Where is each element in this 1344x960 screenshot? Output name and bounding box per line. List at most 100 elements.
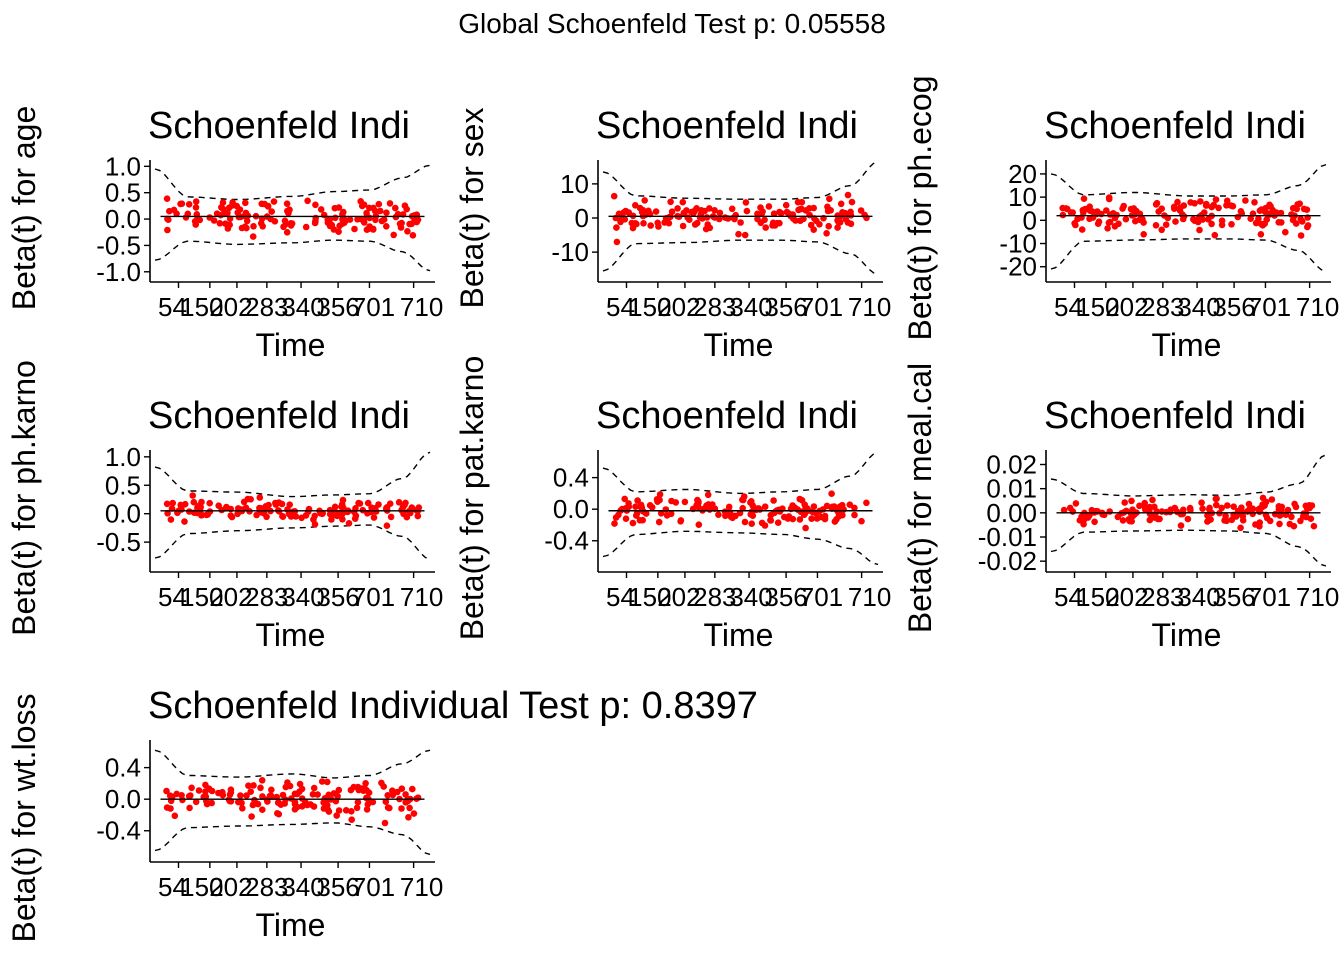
residual-point [382, 798, 390, 805]
residual-point [363, 806, 371, 813]
residual-point [656, 496, 663, 504]
residual-point [166, 792, 174, 799]
residual-point [1256, 207, 1264, 214]
lower-band [1050, 238, 1327, 273]
panel-6: Schoenfeld Individual Test p: 0.8397 Beta… [6, 685, 758, 943]
residual-point [324, 778, 331, 786]
x-tick-label: 202 [209, 582, 252, 612]
residual-point [1213, 501, 1220, 509]
residual-point [1256, 519, 1263, 526]
residual-point [858, 517, 865, 525]
y-axis-label: Beta(t) for ph.karno [6, 360, 42, 636]
residual-point [370, 514, 378, 521]
residual-point [1180, 506, 1187, 514]
residual-point [348, 808, 355, 815]
residual-point [1172, 218, 1179, 225]
residual-point [1239, 517, 1247, 524]
y-tick-label: 0.0 [105, 784, 141, 814]
residual-point [668, 208, 676, 215]
residual-point [863, 499, 870, 507]
residual-point [190, 498, 198, 506]
residual-point [227, 786, 235, 793]
residual-point [722, 512, 729, 520]
residual-point [1205, 216, 1212, 223]
y-tick-label: -1.0 [96, 257, 141, 287]
panel-title: Schoenfeld Individual Test p: 0.8397 [148, 685, 758, 727]
residual-point [394, 788, 401, 796]
y-tick-label: 0.5 [105, 178, 141, 208]
residual-point [1091, 518, 1098, 526]
residual-point [354, 798, 362, 806]
residual-point [794, 506, 801, 513]
residual-point [629, 224, 637, 232]
x-tick-label: 356 [764, 582, 807, 612]
residual-point [350, 508, 358, 516]
residual-point [683, 207, 690, 214]
y-tick-label: 0.01 [986, 474, 1037, 504]
residual-point [249, 233, 257, 240]
residual-point [767, 517, 775, 524]
residual-point [1306, 504, 1313, 512]
x-tick-label: 340 [281, 582, 324, 612]
x-tick-label: 710 [1296, 292, 1339, 322]
residual-point [1199, 505, 1206, 512]
residual-point [1128, 497, 1135, 505]
residual-point [1106, 508, 1113, 515]
residual-point [332, 214, 339, 222]
residual-point [1152, 222, 1160, 229]
residual-point [414, 794, 422, 801]
residual-point [1072, 500, 1080, 507]
residual-point [613, 238, 621, 246]
x-tick-label: 701 [800, 582, 843, 612]
residual-point [247, 496, 254, 503]
x-tick-label: 54 [158, 872, 187, 902]
residual-point [395, 499, 403, 506]
residual-point [1304, 223, 1311, 231]
residual-point [1186, 504, 1194, 512]
upper-band [602, 161, 879, 200]
residual-point [1155, 208, 1162, 215]
residual-point [629, 519, 637, 527]
residual-point [802, 207, 810, 214]
y-tick-label: -0.5 [96, 230, 141, 260]
residual-point [1234, 213, 1242, 221]
residual-point [320, 805, 328, 812]
residual-point [279, 791, 287, 799]
residual-point [840, 506, 847, 513]
y-axis-label: Beta(t) for wt.loss [6, 694, 42, 943]
residual-point [248, 813, 255, 820]
residual-point [291, 798, 299, 806]
residual-point [386, 500, 394, 508]
residual-point [198, 498, 205, 506]
residual-point [1224, 502, 1231, 509]
x-tick-label: 710 [848, 292, 891, 322]
x-tick-label: 356 [316, 872, 359, 902]
residual-point [1089, 208, 1096, 215]
residual-point [402, 799, 410, 806]
residual-point [1204, 512, 1211, 519]
residual-point [1146, 516, 1154, 524]
residual-point [217, 211, 225, 219]
residual-point [376, 207, 384, 215]
residual-point [204, 511, 212, 518]
residual-point [181, 518, 188, 525]
x-tick-label: 356 [1212, 292, 1255, 322]
residual-point [250, 782, 257, 789]
residual-point [1111, 223, 1119, 230]
residual-point [757, 204, 764, 211]
panel-title: Schoenfeld Indi [148, 105, 410, 147]
residual-point [351, 225, 358, 233]
residual-point [703, 214, 711, 221]
residual-point [1158, 226, 1165, 234]
residual-point [1066, 504, 1074, 512]
residual-point [383, 522, 391, 529]
x-tick-label: 356 [316, 582, 359, 612]
residual-point [681, 498, 689, 506]
residual-point [632, 503, 639, 511]
x-tick-label: 283 [245, 582, 288, 612]
x-tick-label: 150 [1076, 582, 1119, 612]
residual-point [1171, 205, 1178, 212]
residual-point [1076, 517, 1084, 524]
residual-point [851, 511, 858, 519]
